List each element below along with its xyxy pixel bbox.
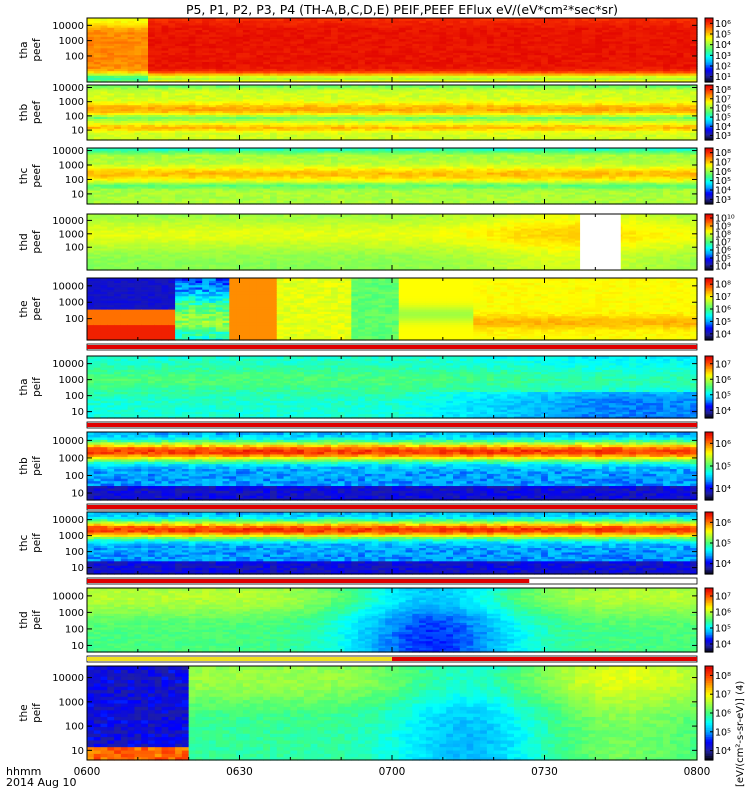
colorbar-tick-label: 10⁴	[715, 40, 731, 51]
y-tick-label: 1000	[59, 36, 84, 47]
colorbar-tick-label: 10⁶	[715, 19, 731, 30]
colorbar-tick-label: 10²	[715, 62, 731, 73]
panel-label-product: peef	[31, 38, 43, 62]
colorbar-tick-label: 10³	[715, 51, 731, 62]
heatmap-cells	[87, 85, 698, 141]
figure-title: P5, P1, P2, P3, P4 (TH-A,B,C,D,E) PEIF,P…	[186, 2, 618, 17]
y-tick-label: 10000	[52, 21, 84, 32]
y-tick-label: 100	[65, 51, 84, 62]
colorbar-tick-label: 10¹	[715, 72, 731, 83]
panel-label-probe: tha	[18, 41, 30, 58]
heatmap-cells	[87, 18, 698, 83]
colorbar-tick-label: 10⁵	[715, 30, 731, 41]
